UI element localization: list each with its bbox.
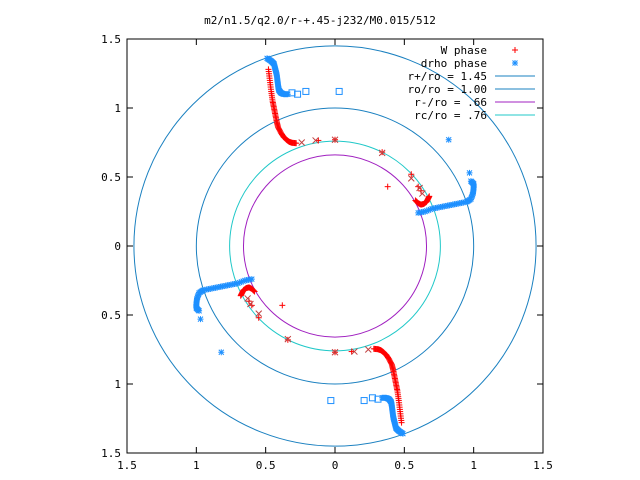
drho-sparse-mirror-point-1	[197, 316, 204, 323]
w-sparse-x-mirror-point-4	[255, 310, 263, 317]
w-sparse-x-point-4	[407, 175, 415, 182]
w-sparse-x-mirror-point-1	[351, 348, 358, 355]
w-cluster-point-24	[426, 193, 433, 200]
x-tick-label-6: 1.5	[533, 459, 553, 472]
legend-label-4: r-/ro = .66	[414, 96, 487, 109]
legend-label-3: ro/ro = 1.00	[408, 83, 487, 96]
w-sparse-x-point-5	[416, 184, 423, 192]
w-sparse-point-6	[384, 183, 391, 190]
w-sparse-x-point-0	[298, 139, 306, 146]
radius-circle-2	[242, 154, 428, 338]
drho-square-mirror-point-0	[360, 397, 368, 405]
w-cluster-mirror-point-24	[237, 292, 244, 299]
legend-label-2: r+/ro = 1.45	[408, 70, 487, 83]
x-tick-label-1: 1	[193, 459, 200, 472]
w-sparse-x-mirror-point-3	[284, 335, 292, 343]
w-branch-point-65	[293, 140, 300, 147]
w-sparse-mirror-point-0	[348, 348, 355, 355]
w-sparse-x-point-3	[378, 149, 386, 157]
w-sparse-x-mirror-point-5	[247, 300, 254, 308]
y-tick-label-0: 1.5	[101, 33, 121, 46]
w-sparse-x-mirror-point-0	[364, 346, 372, 353]
drho-square-point-3	[294, 90, 302, 98]
legend-label-1: drho phase	[421, 57, 487, 70]
w-sparse-x-mirror-point-6	[244, 295, 251, 302]
drho-sparse-point-1	[466, 169, 473, 176]
w-sparse-mirror-point-3	[255, 314, 262, 321]
y-tick-label-4: 0.5	[101, 309, 121, 322]
drho-square-point-1	[335, 87, 343, 95]
y-tick-label-5: 1	[114, 378, 121, 391]
w-sparse-mirror-point-6	[279, 302, 286, 309]
x-tick-label-3: 0	[332, 459, 339, 472]
drho-square-mirror-point-3	[368, 394, 376, 402]
radius-circle-1	[195, 107, 475, 385]
x-tick-label-2: 0.5	[256, 459, 276, 472]
data-points	[193, 55, 477, 437]
w-sparse-x-point-1	[312, 137, 319, 144]
y-tick-label-2: 0.5	[101, 171, 121, 184]
w-sparse-point-0	[315, 137, 322, 144]
drho-square-mirror-point-1	[327, 397, 335, 405]
w-sparse-point-3	[408, 171, 415, 178]
x-tick-label-5: 1	[470, 459, 477, 472]
w-branch-mirror-point-65	[370, 345, 377, 352]
legend-swatch-0	[512, 47, 518, 53]
radius-circle-0	[133, 45, 537, 447]
legend-label-0: W phase	[441, 44, 487, 57]
y-tick-label-3: 0	[114, 240, 121, 253]
drho-mid-point-48	[467, 178, 474, 185]
x-tick-label-4: 0.5	[394, 459, 414, 472]
axis-ticks: 1.5 1 0.5 0 0.5 1 1.51.510.500.511.5	[101, 33, 553, 472]
drho-sparse-mirror-point-0	[218, 349, 225, 356]
drho-sparse-point-0	[445, 136, 452, 143]
w-sparse-x-point-2	[331, 136, 339, 144]
x-tick-label-0: 1.5	[117, 459, 137, 472]
w-sparse-x-mirror-point-2	[331, 348, 339, 356]
drho-mid-mirror-point-48	[196, 307, 203, 314]
legend-label-5: rc/ro = .76	[414, 109, 487, 122]
chart-title: m2/n1.5/q2.0/r-+.45-j232/M0.015/512	[204, 14, 436, 27]
legend-swatch-1	[512, 60, 518, 66]
drho-square-point-0	[302, 87, 310, 95]
radius-circle-3	[229, 140, 441, 352]
y-tick-label-1: 1	[114, 102, 121, 115]
w-sparse-x-point-6	[419, 190, 426, 197]
y-tick-label-6: 1.5	[101, 447, 121, 460]
